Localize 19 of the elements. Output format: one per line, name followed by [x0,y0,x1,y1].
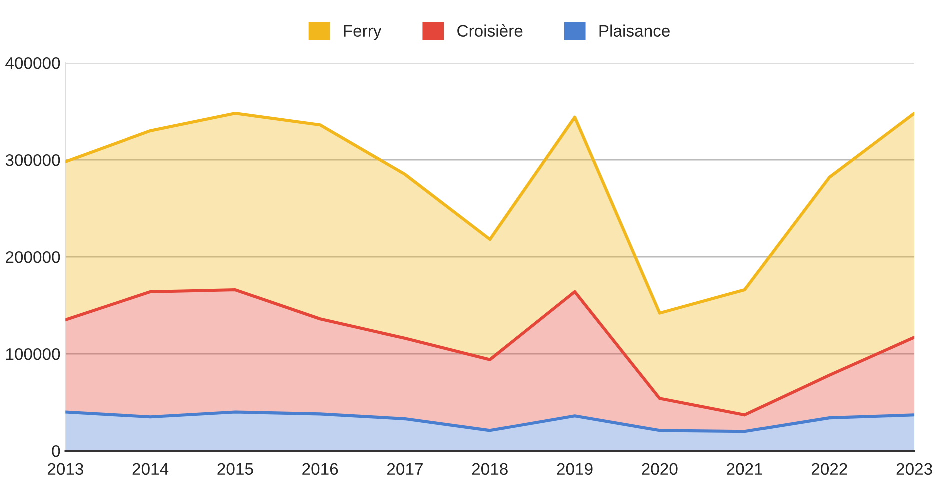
x-tick-label: 2015 [218,463,254,476]
legend-label: Plaisance [600,24,670,37]
x-tick-label: 2023 [896,463,932,476]
x-tick-label: 2013 [48,463,84,476]
y-tick-label: 0 [52,445,60,458]
x-tick-label: 2019 [557,463,593,476]
x-tick-label: 2016 [302,463,338,476]
legend-label: Ferry [344,25,382,40]
x-tick-label: 2018 [472,463,508,476]
legend-label: Croisière [458,24,523,37]
x-tick-label: 2020 [642,463,678,476]
x-tick-label: 2014 [132,463,169,476]
x-tick-label: 2021 [727,463,762,476]
y-tick-label: 300000 [6,154,60,166]
x-tick-label: 2017 [388,463,423,476]
y-tick-label: 200000 [6,251,60,264]
x-tick-label: 2022 [812,463,848,476]
y-tick-label: 100000 [6,348,60,360]
y-tick-label: 400000 [6,57,60,70]
